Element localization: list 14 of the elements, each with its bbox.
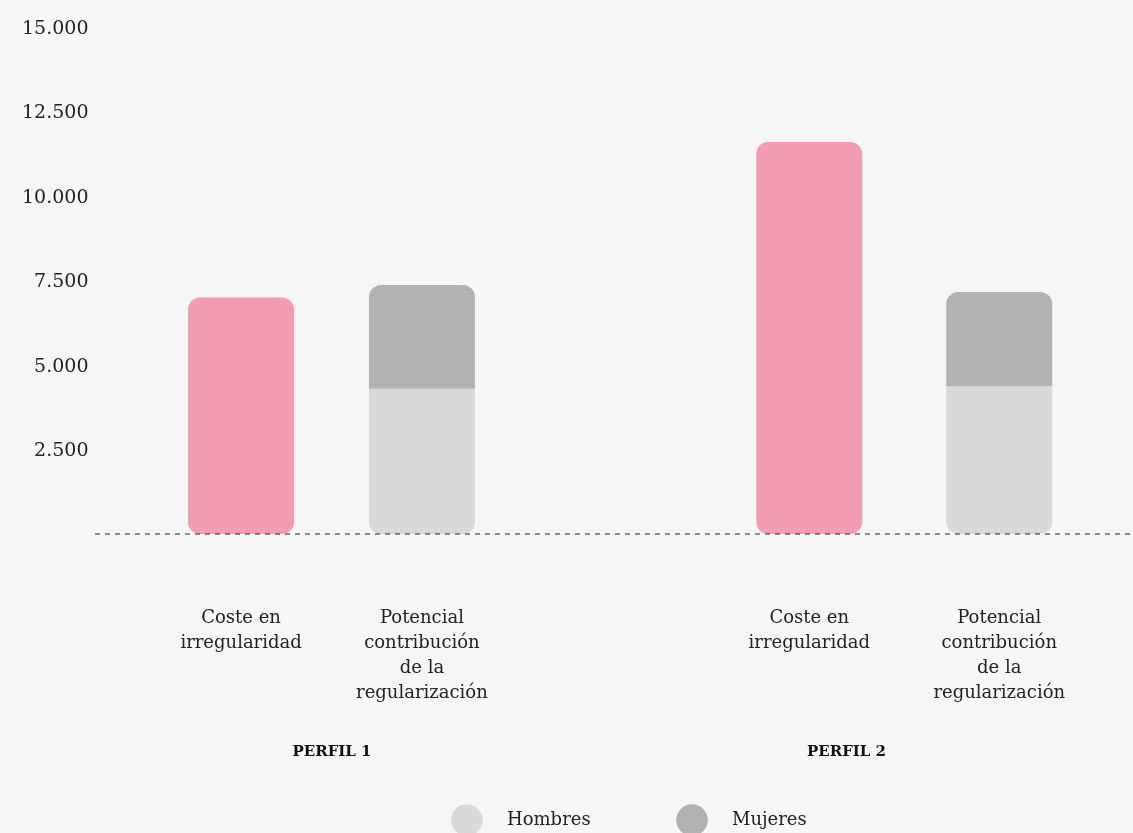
legend-label: Mujeres [732, 808, 807, 830]
x-axis-title: PERFIL 2 [806, 741, 887, 760]
x-tick-label: Potencial contribución de la regularización [356, 605, 489, 702]
y-tick-label: 5.000 [34, 353, 89, 376]
x-tick-label: Potencial contribución de la regularización [933, 605, 1066, 702]
y-tick-label: 10.000 [22, 184, 89, 207]
x-tick-label: Coste en irregularidad [748, 605, 870, 652]
y-tick-label: 15.000 [22, 15, 89, 38]
y-tick-label: 7.500 [34, 269, 89, 291]
y-tick-label: 12.500 [22, 100, 89, 122]
x-axis-title: PERFIL 1 [292, 741, 372, 760]
y-tick-label: 2.500 [34, 438, 89, 460]
legend-label: Hombres [507, 808, 591, 830]
x-tick-label: Coste en irregularidad [180, 605, 302, 652]
